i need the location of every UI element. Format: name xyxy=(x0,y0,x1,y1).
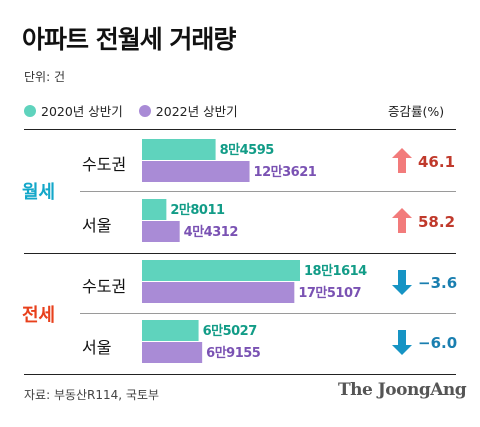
bar-value-label: 17만5107 xyxy=(298,285,361,301)
bar-2022 xyxy=(142,282,295,303)
rate-header: 증감률(%) xyxy=(388,104,445,119)
unit-label: 단위: 건 xyxy=(24,70,65,84)
bar-value-label: 8만4595 xyxy=(220,142,275,158)
bar-value-label: 4만4312 xyxy=(184,224,238,240)
region-label: 서울 xyxy=(82,216,112,235)
bar-2020 xyxy=(142,320,199,341)
legend: 2020년 상반기 2022년 상반기 xyxy=(24,101,254,120)
change-rate-label: 58.2 xyxy=(418,213,455,231)
inner-divider-wolse xyxy=(80,191,456,192)
bar-2020 xyxy=(142,199,167,220)
chart-title: 아파트 전월세 거래량 xyxy=(22,25,236,54)
bar-value-label: 6만5027 xyxy=(203,323,258,339)
legend-swatch-2020 xyxy=(24,104,36,117)
inner-divider-jeonse xyxy=(80,313,456,314)
brand-logo: The JoongAng xyxy=(338,380,467,400)
change-rate-label: −6.0 xyxy=(418,334,457,352)
bar-value-label: 18만1614 xyxy=(304,263,367,279)
middle-divider xyxy=(24,253,456,254)
bar-value-label: 2만8011 xyxy=(170,202,225,218)
arrow-up-icon xyxy=(392,148,412,173)
region-label: 서울 xyxy=(82,338,112,357)
bar-value-label: 6만9155 xyxy=(206,345,261,361)
region-label: 수도권 xyxy=(82,155,127,174)
bar-2022 xyxy=(142,161,250,182)
arrow-down-icon xyxy=(392,270,412,295)
category-jeonse: 전세 xyxy=(22,305,56,326)
bar-2020 xyxy=(142,139,216,160)
category-wolse: 월세 xyxy=(22,182,56,203)
change-rate-label: −3.6 xyxy=(418,274,457,292)
legend-item-2022: 2022년 상반기 xyxy=(138,101,238,120)
top-divider xyxy=(24,129,456,130)
bar-value-label: 12만3621 xyxy=(254,164,317,180)
bar-2020 xyxy=(142,260,300,281)
legend-swatch-2022 xyxy=(138,104,151,117)
change-rate-label: 46.1 xyxy=(418,153,455,171)
bar-2022 xyxy=(142,221,180,242)
legend-label-2020: 2020년 상반기 xyxy=(41,104,123,119)
bottom-divider xyxy=(24,374,456,375)
legend-label-2022: 2022년 상반기 xyxy=(155,104,238,119)
region-label: 수도권 xyxy=(82,277,127,296)
legend-item-2020: 2020년 상반기 xyxy=(24,101,123,120)
arrow-down-icon xyxy=(392,330,412,355)
source-note: 자료: 부동산R114, 국토부 xyxy=(24,388,160,402)
arrow-up-icon xyxy=(392,208,412,233)
bar-2022 xyxy=(142,342,203,363)
